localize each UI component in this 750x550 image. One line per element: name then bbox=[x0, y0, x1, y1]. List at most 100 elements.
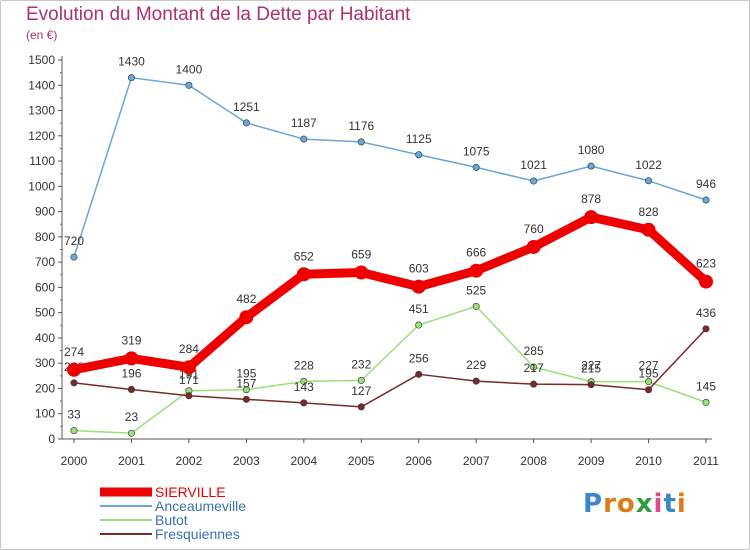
data-label: 319 bbox=[121, 333, 141, 347]
data-point bbox=[354, 265, 369, 280]
data-label: 127 bbox=[351, 384, 371, 398]
logo-letter: x bbox=[635, 489, 654, 519]
data-label: 1400 bbox=[176, 62, 203, 76]
data-point bbox=[415, 370, 423, 378]
data-label: 652 bbox=[294, 249, 314, 263]
x-tick-label: 2011 bbox=[693, 454, 719, 468]
y-tick-label: 1000 bbox=[28, 179, 55, 193]
data-label: 274 bbox=[64, 345, 84, 359]
data-point bbox=[127, 74, 135, 82]
data-point bbox=[300, 377, 308, 385]
y-tick-label: 400 bbox=[35, 331, 55, 345]
chart-title: Evolution du Montant de la Dette par Hab… bbox=[26, 4, 411, 25]
data-point bbox=[584, 210, 599, 225]
data-point bbox=[645, 386, 653, 394]
data-label: 217 bbox=[524, 361, 544, 375]
data-label: 1430 bbox=[118, 55, 145, 69]
x-tick-label: 2006 bbox=[405, 454, 432, 468]
data-point bbox=[70, 427, 78, 435]
y-tick-label: 500 bbox=[35, 306, 55, 320]
data-point bbox=[127, 385, 135, 393]
y-tick-label: 0 bbox=[48, 432, 55, 446]
data-point bbox=[242, 119, 250, 127]
data-point bbox=[415, 151, 423, 159]
y-tick-label: 200 bbox=[35, 381, 55, 395]
data-label: 229 bbox=[466, 358, 486, 372]
logo-letter: t bbox=[663, 489, 677, 519]
data-label: 482 bbox=[236, 292, 256, 306]
legend-label-butot: Butot bbox=[155, 512, 188, 528]
data-point bbox=[296, 267, 311, 282]
data-point bbox=[702, 398, 710, 406]
data-point bbox=[530, 177, 538, 185]
x-tick-label: 2008 bbox=[520, 454, 547, 468]
series-line-butot bbox=[73, 305, 707, 434]
data-label: 33 bbox=[67, 408, 81, 422]
y-tick-label: 800 bbox=[35, 230, 55, 244]
data-point bbox=[300, 135, 308, 143]
logo-letter: i bbox=[676, 489, 687, 519]
data-point bbox=[645, 378, 653, 386]
data-label: 603 bbox=[409, 262, 429, 276]
data-label: 23 bbox=[125, 410, 139, 424]
data-point bbox=[530, 363, 538, 371]
data-point bbox=[124, 351, 139, 366]
x-tick-label: 2005 bbox=[348, 454, 375, 468]
data-label: 1022 bbox=[635, 158, 662, 172]
data-label: 227 bbox=[639, 359, 659, 373]
data-point bbox=[70, 379, 78, 387]
proxiti-logo: Proxiti bbox=[583, 489, 687, 519]
y-tick-label: 1500 bbox=[28, 53, 55, 67]
x-tick-label: 2007 bbox=[463, 454, 490, 468]
logo-letter: i bbox=[653, 489, 664, 519]
data-label: 195 bbox=[639, 367, 659, 381]
data-point bbox=[641, 222, 656, 237]
data-point bbox=[181, 360, 196, 375]
y-tick-label: 100 bbox=[35, 407, 55, 421]
logo-letter: P bbox=[583, 489, 604, 519]
data-label: 720 bbox=[64, 234, 84, 248]
data-label: 1187 bbox=[291, 116, 317, 130]
y-tick-label: 1200 bbox=[28, 129, 55, 143]
data-point bbox=[411, 279, 426, 294]
data-label: 171 bbox=[179, 373, 199, 387]
y-tick-label: 900 bbox=[35, 205, 55, 219]
x-tick-label: 2004 bbox=[290, 454, 317, 468]
x-tick-label: 2000 bbox=[61, 454, 88, 468]
data-point bbox=[587, 381, 595, 389]
logo-letter: r bbox=[603, 489, 617, 519]
data-label: 666 bbox=[466, 246, 486, 260]
y-tick-label: 300 bbox=[35, 356, 55, 370]
series-line-anceaumeville bbox=[73, 76, 707, 258]
data-label: 1021 bbox=[520, 158, 547, 172]
data-label: 256 bbox=[409, 351, 429, 365]
data-label: 195 bbox=[236, 367, 256, 381]
data-label: 1251 bbox=[233, 100, 260, 114]
data-point bbox=[587, 162, 595, 170]
y-tick-label: 1300 bbox=[28, 104, 55, 118]
data-point bbox=[526, 239, 541, 254]
data-point bbox=[702, 325, 710, 333]
data-label: 760 bbox=[524, 222, 544, 236]
x-tick-label: 2002 bbox=[176, 454, 203, 468]
data-label: 1176 bbox=[348, 119, 374, 133]
data-label: 228 bbox=[294, 358, 314, 372]
data-label: 143 bbox=[294, 380, 314, 394]
x-tick-label: 2003 bbox=[233, 454, 260, 468]
x-tick-label: 2009 bbox=[578, 454, 605, 468]
y-tick-label: 700 bbox=[35, 255, 55, 269]
data-point bbox=[472, 302, 480, 310]
data-label: 436 bbox=[696, 306, 716, 320]
data-point bbox=[242, 395, 250, 403]
data-label: 196 bbox=[121, 366, 141, 380]
data-point bbox=[239, 310, 254, 325]
series-line-sierville bbox=[69, 212, 711, 375]
x-tick-label: 2010 bbox=[635, 454, 662, 468]
data-label: 1080 bbox=[578, 143, 605, 157]
data-label: 232 bbox=[351, 357, 371, 371]
data-point bbox=[242, 386, 250, 394]
y-tick-label: 1100 bbox=[29, 154, 55, 168]
data-label: 285 bbox=[524, 344, 544, 358]
data-point bbox=[127, 429, 135, 437]
